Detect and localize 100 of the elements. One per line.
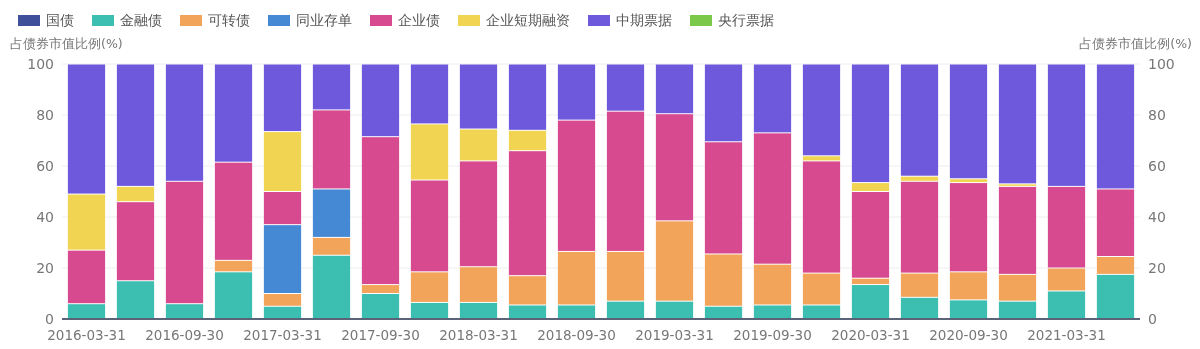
y-tick-label: 60 (36, 158, 54, 174)
legend-label: 企业短期融资 (486, 12, 570, 28)
legend-label: 可转债 (208, 12, 250, 28)
bar (655, 114, 694, 221)
y-tick-label: 0 (45, 311, 54, 327)
bar (116, 64, 155, 186)
legend-label: 同业存单 (296, 12, 352, 28)
bar (459, 302, 498, 319)
bar (508, 276, 547, 305)
bar (165, 64, 204, 181)
bar (214, 162, 253, 260)
bar (165, 304, 204, 319)
bar (753, 64, 792, 133)
legend-label: 企业债 (398, 12, 440, 28)
x-tick-label: 2018-09-30 (537, 327, 616, 343)
bar (263, 225, 302, 293)
bar (851, 278, 890, 285)
bar (1096, 189, 1135, 257)
y2-tick-label: 80 (1148, 107, 1166, 123)
x-tick-label: 2018-03-31 (439, 327, 518, 343)
x-tick-label: 2016-09-30 (145, 327, 224, 343)
bar (753, 264, 792, 305)
bar (508, 151, 547, 276)
bar (263, 192, 302, 225)
bar (655, 64, 694, 114)
y2-tick-label: 60 (1148, 158, 1166, 174)
bar (116, 186, 155, 202)
x-tick-label: 2019-09-30 (733, 327, 812, 343)
bar (361, 137, 400, 285)
bar (459, 267, 498, 302)
bar (67, 64, 106, 194)
bar (214, 64, 253, 162)
y-tick-label: 80 (36, 107, 54, 123)
legend-label: 央行票据 (718, 12, 774, 28)
x-tick-label: 2019-03-31 (635, 327, 714, 343)
legend-label: 中期票据 (616, 12, 672, 28)
legend-label: 国债 (46, 12, 74, 28)
bar (998, 274, 1037, 301)
bar (1047, 268, 1086, 291)
bar (900, 176, 939, 181)
x-tick-label: 2017-09-30 (341, 327, 420, 343)
bar (1047, 291, 1086, 319)
bar (606, 111, 645, 251)
bar (459, 64, 498, 129)
bar (1047, 186, 1086, 268)
bar (998, 186, 1037, 274)
bar (116, 281, 155, 319)
bar (655, 221, 694, 301)
bar (606, 301, 645, 319)
y-axis-title: 占债券市值比例(%) (10, 36, 123, 51)
bar (704, 306, 743, 319)
bar (1047, 64, 1086, 186)
bar (312, 64, 351, 110)
bar (312, 189, 351, 237)
bar (67, 304, 106, 319)
bar (753, 305, 792, 319)
bar (361, 64, 400, 137)
bar (802, 273, 841, 305)
bar (508, 64, 547, 130)
bar (1096, 274, 1135, 319)
y-tick-label: 100 (27, 56, 54, 72)
bar (312, 237, 351, 255)
bar (802, 305, 841, 319)
bar (459, 161, 498, 267)
bar (949, 300, 988, 319)
bar (508, 130, 547, 151)
y2-tick-label: 100 (1148, 56, 1175, 72)
y-tick-label: 40 (36, 209, 54, 225)
bar (851, 192, 890, 278)
bar (410, 124, 449, 180)
bar (1096, 257, 1135, 274)
bar (655, 301, 694, 319)
bar (851, 64, 890, 183)
bar (704, 254, 743, 306)
bar (704, 142, 743, 254)
x-tick-label: 2017-03-31 (243, 327, 322, 343)
bar (606, 64, 645, 111)
bar (998, 64, 1037, 184)
bar (214, 260, 253, 272)
y2-tick-label: 40 (1148, 209, 1166, 225)
bar (802, 156, 841, 161)
bar (410, 180, 449, 272)
bar (900, 297, 939, 319)
bar (851, 285, 890, 319)
bar (459, 129, 498, 161)
bar (1096, 64, 1135, 189)
bar (263, 306, 302, 319)
bar (900, 64, 939, 176)
bar (361, 285, 400, 293)
bar (949, 272, 988, 300)
bar (900, 273, 939, 297)
bar (361, 294, 400, 319)
bar (606, 251, 645, 301)
bar (508, 305, 547, 319)
bar (704, 64, 743, 142)
bar (900, 181, 939, 273)
bar (557, 251, 596, 305)
bar (263, 132, 302, 191)
bar (557, 120, 596, 251)
bar (557, 305, 596, 319)
